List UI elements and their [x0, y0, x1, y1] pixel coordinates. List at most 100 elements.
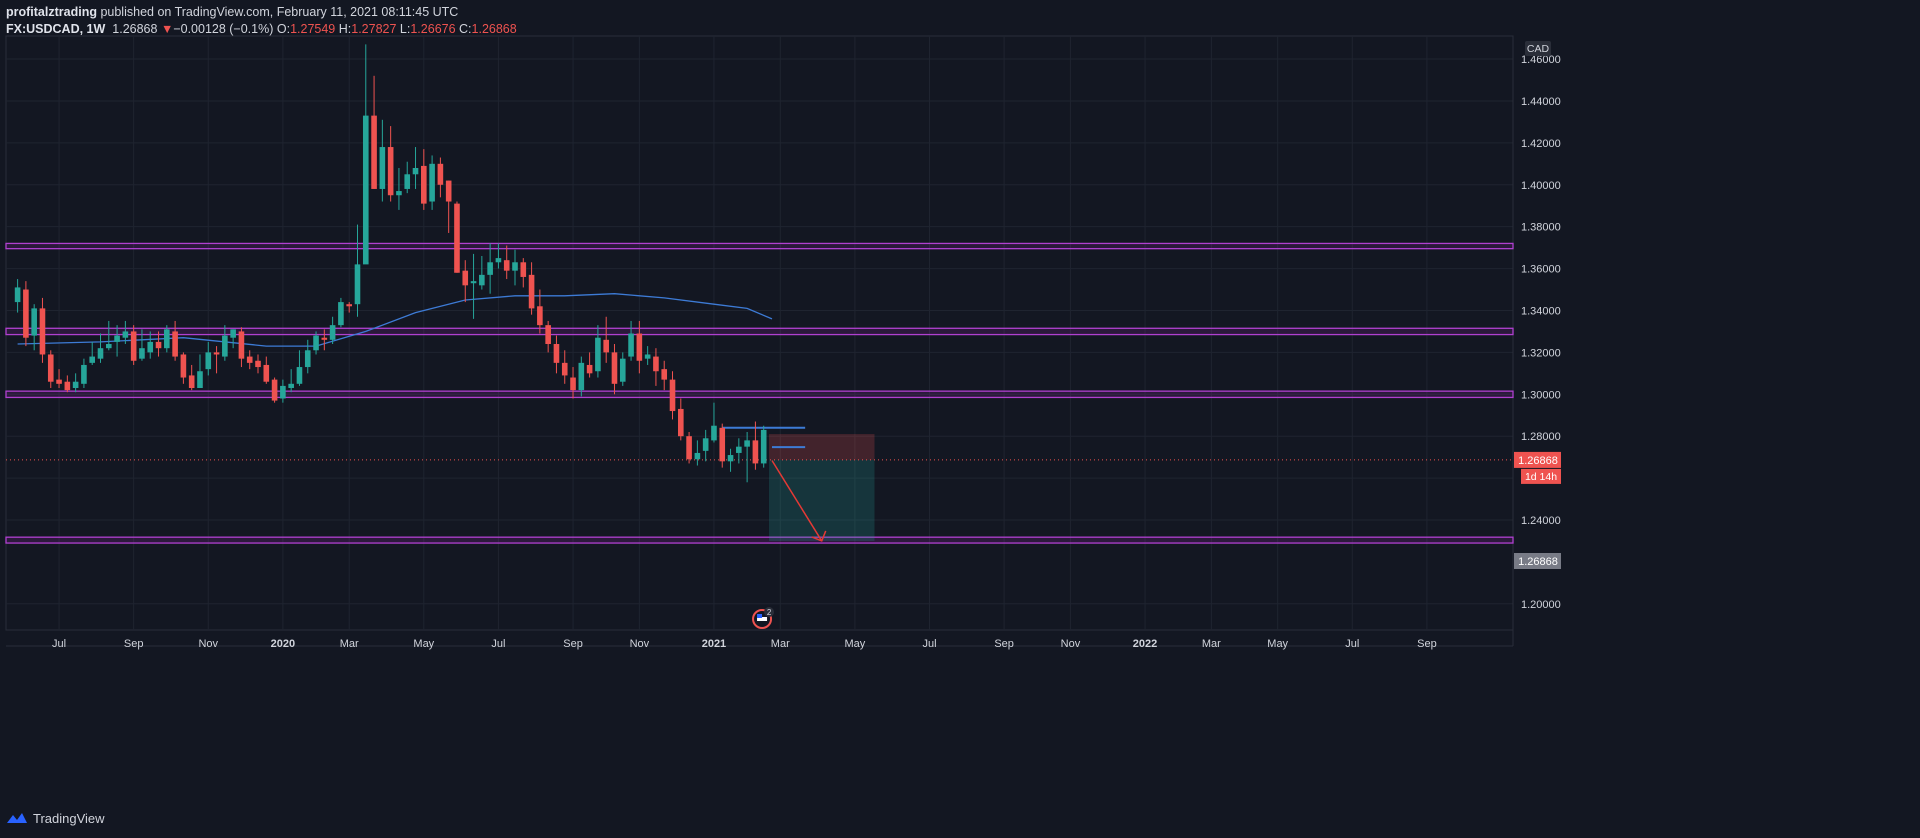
candle-body[interactable]	[387, 147, 394, 196]
candle-body[interactable]	[155, 341, 162, 349]
candle-body[interactable]	[255, 360, 261, 368]
candle-body[interactable]	[280, 385, 286, 399]
candle-body[interactable]	[711, 425, 717, 441]
candle-body[interactable]	[362, 115, 369, 265]
candle-body[interactable]	[39, 308, 46, 355]
candle-body[interactable]	[404, 174, 411, 189]
candle-body[interactable]	[760, 429, 767, 464]
candle-body[interactable]	[586, 364, 593, 374]
candle-body[interactable]	[180, 354, 187, 378]
candle-body[interactable]	[595, 337, 601, 372]
candle-body[interactable]	[222, 335, 228, 357]
candle-body[interactable]	[669, 379, 676, 412]
candle-body[interactable]	[172, 331, 178, 357]
candle-body[interactable]	[553, 344, 560, 363]
candle-body[interactable]	[462, 270, 469, 286]
candle-body[interactable]	[205, 352, 212, 370]
candle-body[interactable]	[619, 358, 626, 382]
candle-body[interactable]	[238, 331, 245, 359]
author-name[interactable]: profitalztrading	[6, 5, 97, 19]
candle-body[interactable]	[164, 329, 170, 349]
tradingview-brand[interactable]: TradingView	[33, 810, 105, 826]
candle-body[interactable]	[727, 455, 734, 462]
candle-body[interactable]	[31, 308, 37, 336]
candle-body[interactable]	[14, 287, 21, 303]
candle-body[interactable]	[503, 260, 510, 271]
candle-body[interactable]	[454, 203, 460, 273]
candle-body[interactable]	[47, 354, 54, 382]
candle-body[interactable]	[661, 369, 668, 380]
candle-body[interactable]	[678, 408, 684, 437]
candle-body[interactable]	[611, 352, 618, 384]
support-resistance-zone[interactable]	[5, 327, 1514, 336]
candle-body[interactable]	[578, 362, 585, 391]
candle-body[interactable]	[653, 356, 659, 372]
tradingview-logo-icon[interactable]	[6, 810, 28, 826]
candle-body[interactable]	[396, 191, 402, 196]
support-resistance-zone[interactable]	[5, 390, 1514, 399]
candle-body[interactable]	[744, 440, 750, 447]
candle-body[interactable]	[487, 262, 493, 275]
candle-body[interactable]	[512, 262, 518, 271]
candle-body[interactable]	[89, 356, 96, 363]
candle-body[interactable]	[379, 147, 386, 189]
candle-body[interactable]	[561, 362, 568, 376]
moving-average-line[interactable]	[17, 293, 773, 347]
candle-body[interactable]	[371, 115, 377, 189]
candle-body[interactable]	[520, 262, 527, 277]
candle-body[interactable]	[570, 377, 576, 391]
candle-body[interactable]	[304, 350, 311, 368]
candle-body[interactable]	[97, 348, 104, 359]
candle-body[interactable]	[147, 341, 154, 353]
candle-body[interactable]	[130, 331, 137, 361]
support-resistance-zone[interactable]	[5, 536, 1514, 544]
candle-body[interactable]	[105, 344, 112, 349]
candle-body[interactable]	[644, 354, 651, 359]
candle-body[interactable]	[338, 302, 344, 326]
projection-arrow-line[interactable]	[771, 460, 823, 542]
symbol-label[interactable]: FX:USDCAD, 1W	[6, 22, 106, 36]
candle-body[interactable]	[421, 165, 427, 204]
candle-body[interactable]	[719, 427, 726, 462]
candle-body[interactable]	[437, 163, 444, 185]
candle-body[interactable]	[528, 274, 535, 309]
candle-body[interactable]	[197, 371, 203, 388]
candle-body[interactable]	[495, 258, 502, 263]
candle-body[interactable]	[736, 446, 742, 453]
take-profit-area[interactable]	[768, 459, 875, 541]
candle-body[interactable]	[72, 381, 79, 388]
candle-body[interactable]	[114, 335, 120, 342]
candle-body[interactable]	[321, 337, 328, 340]
currency-label[interactable]: CAD	[1527, 43, 1550, 55]
candle-body[interactable]	[346, 304, 352, 307]
candle-body[interactable]	[545, 325, 551, 344]
support-resistance-zone[interactable]	[5, 242, 1514, 250]
candle-body[interactable]	[213, 352, 220, 355]
candle-body[interactable]	[354, 264, 361, 305]
candle-body[interactable]	[230, 329, 236, 338]
candle-body[interactable]	[246, 356, 253, 363]
candle-body[interactable]	[263, 364, 270, 382]
candle-body[interactable]	[686, 436, 692, 460]
candle-body[interactable]	[64, 381, 71, 391]
candle-body[interactable]	[636, 333, 643, 361]
candle-body[interactable]	[537, 306, 543, 326]
candle-body[interactable]	[188, 375, 195, 388]
candle-body[interactable]	[479, 274, 485, 286]
candle-body[interactable]	[23, 289, 29, 338]
candle-body[interactable]	[470, 281, 477, 284]
candle-body[interactable]	[296, 367, 303, 384]
candle-body[interactable]	[56, 379, 62, 384]
candle-body[interactable]	[628, 333, 634, 357]
candle-body[interactable]	[81, 364, 87, 384]
candle-body[interactable]	[271, 379, 278, 401]
candle-body[interactable]	[139, 348, 145, 359]
candle-body[interactable]	[445, 180, 452, 202]
candle-body[interactable]	[752, 440, 759, 464]
candle-body[interactable]	[702, 438, 709, 451]
candle-body[interactable]	[329, 325, 336, 340]
candle-body[interactable]	[288, 383, 294, 388]
candle-body[interactable]	[429, 163, 435, 202]
candle-body[interactable]	[122, 331, 129, 338]
